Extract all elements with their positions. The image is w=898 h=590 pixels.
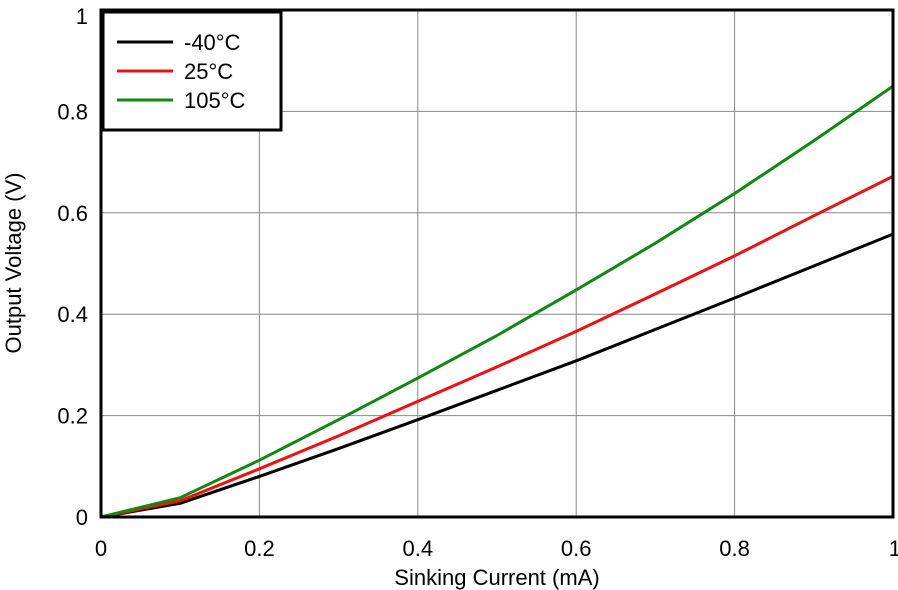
x-tick-label: 1 xyxy=(889,536,898,561)
series-line-2 xyxy=(99,84,895,519)
plot-frame xyxy=(99,8,895,519)
legend-label: 25°C xyxy=(184,59,233,84)
y-axis-title: Output Voltage (V) xyxy=(1,173,26,354)
x-tick-label: 0.2 xyxy=(244,536,275,561)
x-tick-label: 0.6 xyxy=(561,536,592,561)
y-tick-label: 0.4 xyxy=(57,302,88,327)
series-group xyxy=(99,84,895,519)
x-axis-title: Sinking Current (mA) xyxy=(394,565,599,590)
x-tick-label: 0 xyxy=(95,536,107,561)
x-tick-label: 0.4 xyxy=(403,536,434,561)
y-tick-label: 0.6 xyxy=(57,201,88,226)
x-tick-label: 0.8 xyxy=(719,536,750,561)
x-tick-labels: 0 0.2 0.4 0.6 0.8 1 xyxy=(95,536,898,561)
y-tick-labels: 0 0.2 0.4 0.6 0.8 1 xyxy=(57,4,88,530)
legend-label: 105°C xyxy=(184,88,246,113)
y-tick-label: 1 xyxy=(76,4,88,29)
series-line-1 xyxy=(99,174,895,519)
y-tick-label: 0.8 xyxy=(57,99,88,124)
legend: -40°C 25°C 105°C xyxy=(101,10,283,132)
series-line-0 xyxy=(99,232,895,519)
legend-label: -40°C xyxy=(184,30,241,55)
y-tick-label: 0 xyxy=(76,505,88,530)
y-tick-label: 0.2 xyxy=(57,404,88,429)
